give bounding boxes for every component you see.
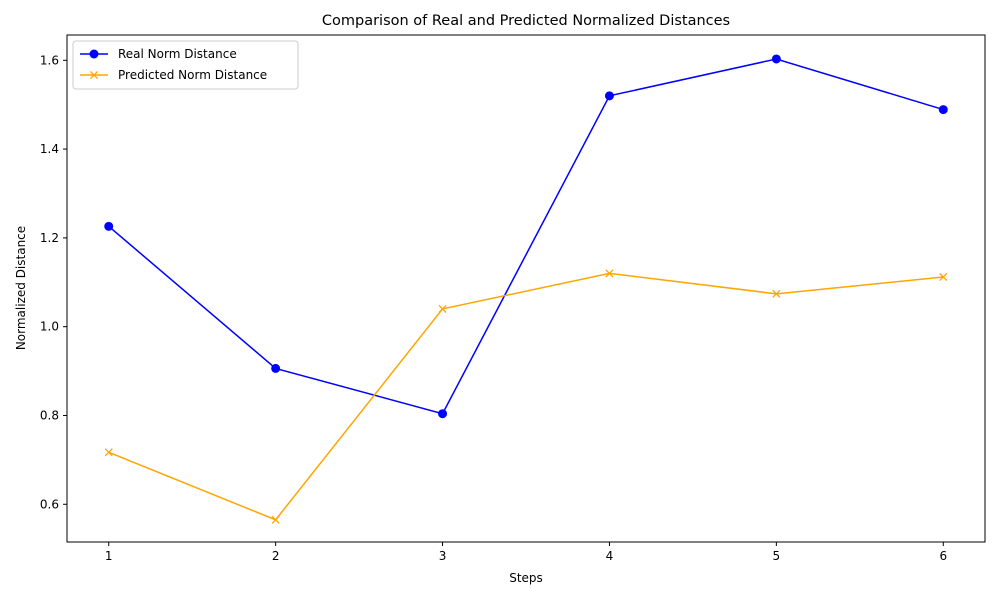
legend-label: Real Norm Distance bbox=[118, 47, 237, 61]
series-line bbox=[108, 272, 944, 521]
y-tick-label: 0.6 bbox=[40, 497, 59, 511]
y-tick-label: 1.4 bbox=[40, 142, 59, 156]
data-point bbox=[772, 289, 781, 298]
legend-box bbox=[72, 40, 299, 90]
data-point bbox=[104, 448, 113, 457]
legend: Real Norm Distance Predicted Norm Distanc… bbox=[72, 40, 299, 90]
data-point bbox=[939, 272, 948, 282]
series-line bbox=[108, 58, 944, 415]
legend-label: Predicted Norm Distance bbox=[118, 68, 267, 82]
plot-frame bbox=[66, 34, 986, 543]
data-point bbox=[938, 105, 948, 115]
y-tick-label: 1.6 bbox=[40, 53, 59, 67]
x-tick-label: 1 bbox=[105, 549, 113, 563]
data-point bbox=[104, 221, 114, 231]
chart-title: Comparison of Real and Predicted Normali… bbox=[322, 13, 730, 29]
y-tick-label: 0.8 bbox=[40, 408, 59, 422]
x-tick-label: 5 bbox=[773, 549, 781, 563]
x-tick-label: 2 bbox=[272, 549, 280, 563]
y-axis-label: Normalized Distance bbox=[14, 226, 28, 350]
data-point bbox=[271, 363, 281, 373]
data-point bbox=[438, 409, 448, 419]
legend-item: Predicted Norm Distance bbox=[80, 68, 267, 82]
legend-item: Real Norm Distance bbox=[80, 47, 237, 61]
y-tick-label: 1.0 bbox=[40, 320, 59, 334]
series-layer bbox=[104, 54, 948, 524]
x-tick-label: 4 bbox=[606, 549, 614, 563]
legend-marker bbox=[89, 70, 99, 80]
series-predicted bbox=[104, 269, 948, 524]
data-point bbox=[271, 515, 280, 524]
data-point bbox=[605, 269, 614, 278]
series-real bbox=[104, 54, 948, 419]
x-axis: 1 2 3 4 5 6 bbox=[105, 542, 947, 563]
data-point bbox=[604, 91, 614, 101]
x-axis-label: Steps bbox=[509, 571, 543, 585]
y-tick-label: 1.2 bbox=[40, 231, 59, 245]
y-axis: 0.6 0.8 1.0 1.2 1.4 1.6 bbox=[40, 53, 67, 511]
legend-marker bbox=[89, 49, 99, 59]
x-tick-label: 6 bbox=[939, 549, 947, 563]
x-tick-label: 3 bbox=[439, 549, 447, 563]
data-point bbox=[438, 304, 447, 313]
data-point bbox=[771, 54, 781, 64]
